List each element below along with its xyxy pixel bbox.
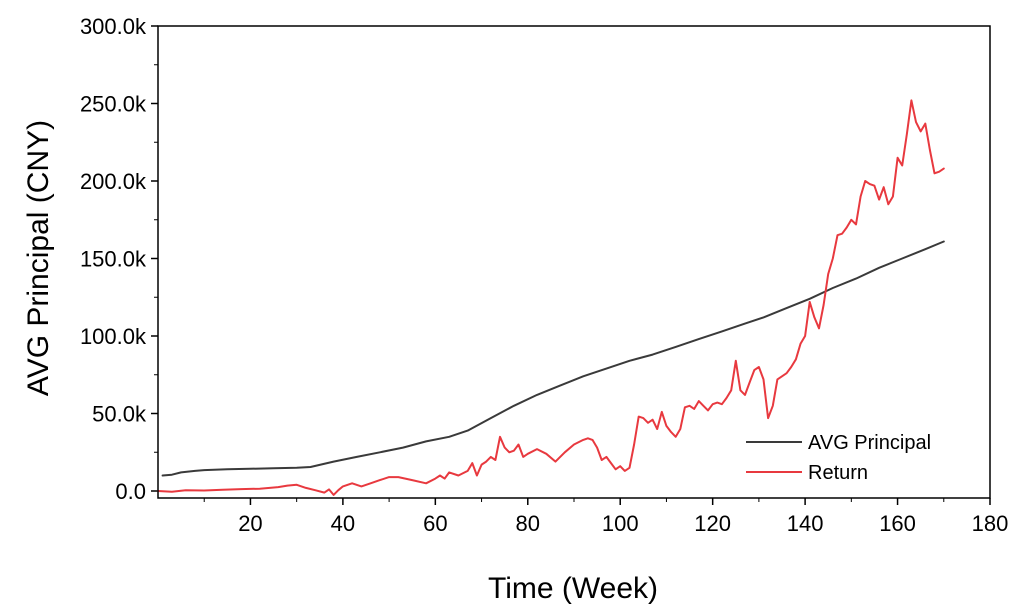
series-line-avg-principal <box>161 240 945 477</box>
x-tick-label: 180 <box>972 511 1009 536</box>
y-axis-title: AVG Principal (CNY) <box>22 120 55 396</box>
x-tick-label: 80 <box>516 511 540 536</box>
y-tick-label: 150.0k <box>80 247 147 272</box>
plot-frame <box>157 25 991 499</box>
y-axis-title-group: AVG Principal (CNY) <box>22 120 55 396</box>
y-tick-label: 200.0k <box>80 169 147 194</box>
x-tick-label: 100 <box>602 511 639 536</box>
x-tick-label: 140 <box>787 511 824 536</box>
x-axis-title: Time (Week) <box>488 572 658 605</box>
series-line-return <box>157 99 945 496</box>
y-tick-label: 0.0 <box>115 479 146 504</box>
series-layer <box>157 99 945 496</box>
y-tick-label: 50.0k <box>92 402 147 427</box>
legend: AVG Principal Return <box>746 432 931 484</box>
y-tick-label: 300.0k <box>80 14 147 39</box>
y-tick-label: 250.0k <box>80 92 147 117</box>
x-tick-label: 20 <box>238 511 262 536</box>
y-tick-label: 100.0k <box>80 324 147 349</box>
x-tick-label: 40 <box>331 511 355 536</box>
x-tick-label: 160 <box>879 511 916 536</box>
legend-label-return: Return <box>808 462 868 484</box>
ticks-layer: 20 40 60 80 100 120 140 160 180 0.0 50.0k 100.0k 150… <box>80 14 1008 536</box>
x-tick-label: 120 <box>694 511 731 536</box>
legend-label-avg-principal: AVG Principal <box>808 432 931 454</box>
x-tick-label: 60 <box>423 511 447 536</box>
